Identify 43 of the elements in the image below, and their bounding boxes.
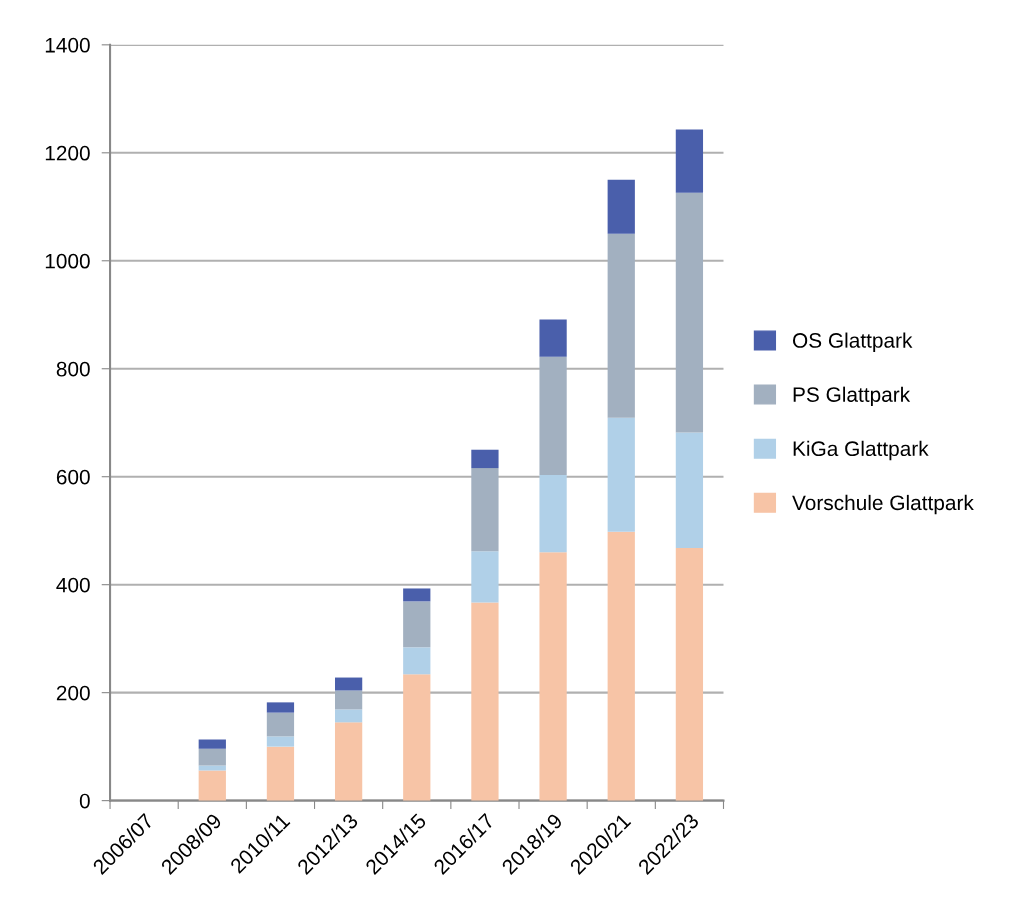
bar bbox=[266, 736, 295, 747]
bar bbox=[539, 319, 567, 357]
bar bbox=[403, 647, 431, 675]
bar bbox=[266, 712, 295, 737]
bar bbox=[539, 552, 567, 801]
bar bbox=[334, 677, 363, 691]
bar bbox=[607, 233, 635, 418]
bar bbox=[266, 746, 295, 801]
y-tick-label: 1200 bbox=[45, 145, 90, 161]
y-tick-label: 1000 bbox=[45, 253, 90, 269]
bar bbox=[675, 432, 704, 548]
bar bbox=[266, 702, 295, 713]
bar bbox=[675, 192, 704, 433]
bar bbox=[403, 601, 431, 648]
bar bbox=[539, 475, 567, 553]
bar bbox=[403, 588, 431, 602]
bar bbox=[471, 449, 499, 469]
bar bbox=[334, 709, 363, 723]
bar bbox=[607, 531, 635, 801]
bar bbox=[675, 547, 704, 801]
bar bbox=[403, 674, 431, 801]
y-tick-label: 400 bbox=[56, 577, 90, 593]
bar bbox=[471, 468, 499, 552]
bar bbox=[198, 770, 226, 801]
bar bbox=[539, 356, 567, 476]
bar bbox=[198, 748, 226, 766]
bar bbox=[334, 690, 363, 710]
legend-label: Vorschule Glattpark bbox=[792, 494, 974, 515]
bar bbox=[471, 551, 499, 603]
y-tick-label: 200 bbox=[56, 685, 90, 701]
legend-label: OS Glattpark bbox=[793, 332, 913, 352]
legend-label: KiGa Glattpark bbox=[793, 440, 929, 461]
bar bbox=[471, 602, 499, 801]
y-tick-label: 600 bbox=[56, 469, 90, 485]
legend-label: PS Glattpark bbox=[793, 386, 911, 407]
bar bbox=[675, 129, 704, 193]
y-tick-label: 1400 bbox=[45, 37, 90, 53]
bar bbox=[334, 722, 363, 801]
y-tick-label: 0 bbox=[79, 793, 90, 809]
bar bbox=[607, 179, 635, 234]
bar bbox=[198, 739, 226, 749]
bar bbox=[607, 417, 635, 532]
y-tick-label: 800 bbox=[56, 361, 90, 377]
